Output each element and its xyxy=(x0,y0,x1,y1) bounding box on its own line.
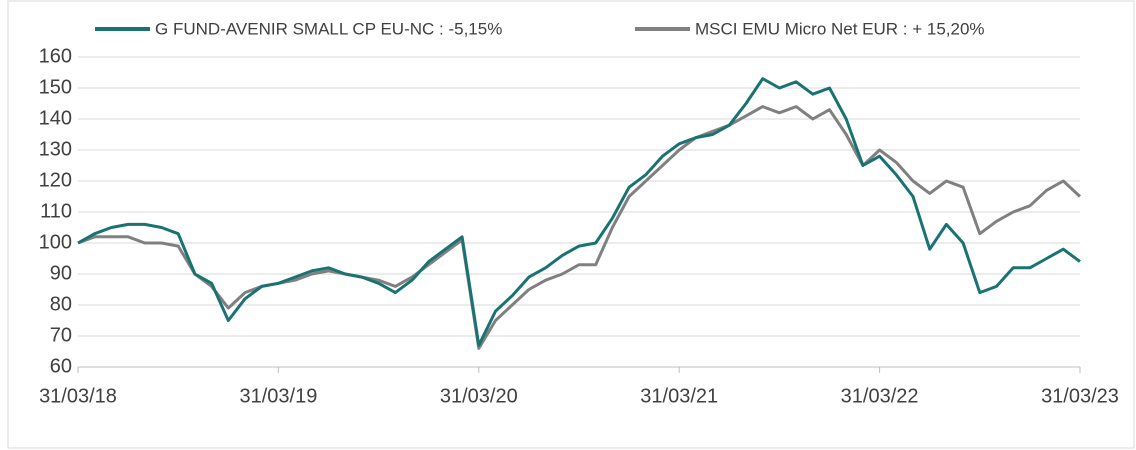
y-tick-label: 90 xyxy=(50,262,72,284)
series-line xyxy=(77,105,1082,350)
y-tick-label: 120 xyxy=(39,169,72,191)
x-tick-label: 31/03/19 xyxy=(239,385,317,407)
x-tick-label: 31/03/21 xyxy=(640,385,718,407)
y-tick-label: 80 xyxy=(50,293,72,315)
x-tick-label: 31/03/22 xyxy=(841,385,919,407)
y-tick-label: 60 xyxy=(50,355,72,377)
x-tick-label: 31/03/23 xyxy=(1041,385,1119,407)
y-tick-label: 110 xyxy=(40,200,72,222)
y-tick-label: 70 xyxy=(50,324,72,346)
x-tick-label: 31/03/20 xyxy=(440,385,518,407)
series-line xyxy=(77,77,1081,347)
chart-frame xyxy=(7,0,1135,449)
legend-label: MSCI EMU Micro Net EUR : + 15,20% xyxy=(695,19,985,38)
y-tick-label: 150 xyxy=(39,76,72,98)
y-tick-label: 130 xyxy=(39,138,72,160)
y-tick-label: 100 xyxy=(39,231,72,253)
y-tick-label: 140 xyxy=(39,107,72,129)
legend-label: G FUND-AVENIR SMALL CP EU-NC : -5,15% xyxy=(155,19,502,38)
y-tick-label: 160 xyxy=(39,45,72,67)
x-tick-label: 31/03/18 xyxy=(39,385,117,407)
